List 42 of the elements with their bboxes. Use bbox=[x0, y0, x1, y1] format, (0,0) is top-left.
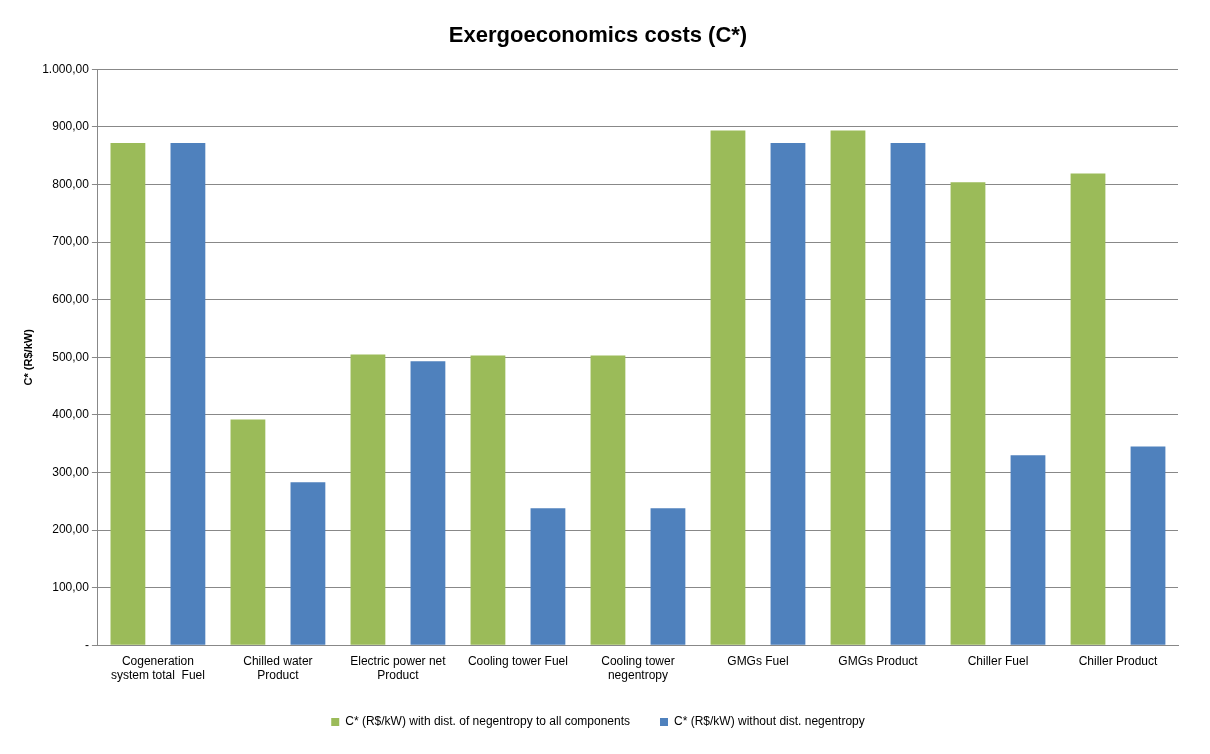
bar bbox=[530, 508, 566, 645]
chart-title: Exergoeconomics costs (C*) bbox=[448, 22, 748, 48]
bar bbox=[350, 354, 386, 645]
y-tick-label: 600,00 bbox=[52, 292, 90, 307]
bar bbox=[770, 143, 806, 645]
legend-label: C* (R$/kW) with dist. of negentropy to all components bbox=[345, 714, 631, 729]
bar bbox=[470, 355, 506, 645]
bar bbox=[410, 361, 446, 645]
y-tick-label: 1.000,00 bbox=[42, 61, 90, 76]
x-tick-label: GMGs Fuel bbox=[727, 653, 789, 668]
bar bbox=[830, 130, 866, 645]
y-tick-label: - bbox=[84, 637, 89, 652]
bar bbox=[1010, 455, 1046, 645]
y-tick-label: 300,00 bbox=[52, 464, 90, 479]
bar bbox=[230, 419, 266, 645]
x-tick-label: Cooling tower Fuel bbox=[467, 653, 568, 668]
x-tick-label: Electric power net Product bbox=[350, 653, 447, 683]
y-tick-label: 200,00 bbox=[52, 522, 90, 537]
y-tick-label: 700,00 bbox=[52, 234, 90, 249]
x-tick-label: Chilled water Product bbox=[243, 653, 313, 683]
bar bbox=[170, 143, 206, 645]
y-axis-title: C* (R$/kW) bbox=[21, 328, 34, 386]
x-tick-label: Chiller Product bbox=[1078, 653, 1159, 668]
bar bbox=[950, 182, 986, 645]
bar bbox=[1130, 446, 1166, 645]
x-tick-label: GMGs Product bbox=[838, 653, 919, 668]
bar bbox=[710, 130, 746, 645]
y-tick-label: 100,00 bbox=[52, 579, 90, 594]
bar bbox=[590, 355, 626, 645]
bar bbox=[290, 482, 326, 645]
y-tick-label: 500,00 bbox=[52, 349, 90, 364]
x-tick-label: Cogeneration system total Fuel bbox=[110, 653, 205, 683]
y-tick-label: 900,00 bbox=[52, 119, 90, 134]
bar bbox=[650, 508, 686, 645]
y-tick-label: 800,00 bbox=[52, 176, 90, 191]
y-tick-label: 400,00 bbox=[52, 407, 90, 422]
x-tick-label: Cooling tower negentropy bbox=[601, 653, 675, 683]
bar bbox=[1070, 173, 1106, 645]
x-tick-label: Chiller Fuel bbox=[967, 653, 1029, 668]
bar bbox=[890, 143, 926, 645]
bar bbox=[110, 143, 146, 645]
legend-label: C* (R$/kW) without dist. negentropy bbox=[674, 714, 865, 729]
